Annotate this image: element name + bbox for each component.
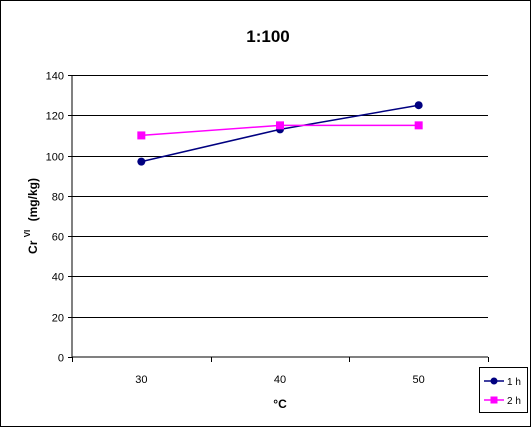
series-layer — [137, 101, 423, 166]
y-tick-label: 0 — [58, 353, 64, 365]
data-point — [414, 121, 423, 130]
legend-box — [479, 367, 528, 413]
y-tick-label: 100 — [46, 152, 64, 164]
x-tick-label: 50 — [413, 374, 425, 386]
data-point — [137, 157, 146, 166]
x-tick-label: 40 — [274, 374, 286, 386]
y-tick-label: 80 — [52, 192, 64, 204]
y-tick-label: 20 — [52, 313, 64, 325]
legend-marker-0 — [490, 377, 498, 385]
data-point — [137, 131, 146, 140]
y-tick-label: 140 — [46, 71, 64, 83]
x-axis-ticks: 30 40 50 — [72, 357, 489, 386]
y-axis-label-superscript: VI — [23, 230, 32, 238]
legend-label-0: 1 h — [507, 377, 521, 388]
y-axis-label: Cr VI (mg/kg) — [19, 178, 40, 254]
y-tick-label: 120 — [46, 111, 64, 123]
y-axis-label-unit: (mg/kg) — [26, 178, 40, 221]
legend-marker-1 — [490, 396, 498, 404]
data-point — [414, 101, 423, 110]
chart-title: 1:100 — [246, 27, 289, 46]
legend-label-1: 2 h — [507, 396, 521, 407]
y-tick-label: 60 — [52, 232, 64, 244]
y-axis-label-base: Cr — [26, 240, 40, 254]
legend: 1 h 2 h — [479, 367, 528, 413]
y-tick-label: 40 — [52, 272, 64, 284]
data-point — [276, 121, 284, 130]
svg-text:Cr VI (mg/kg): Cr VI (mg/kg) — [19, 178, 40, 254]
x-axis-label: °C — [273, 397, 287, 411]
x-tick-label: 30 — [135, 374, 147, 386]
y-axis-ticks: 0 20 40 60 80 100 120 140 — [46, 71, 72, 365]
gridlines — [72, 75, 488, 318]
